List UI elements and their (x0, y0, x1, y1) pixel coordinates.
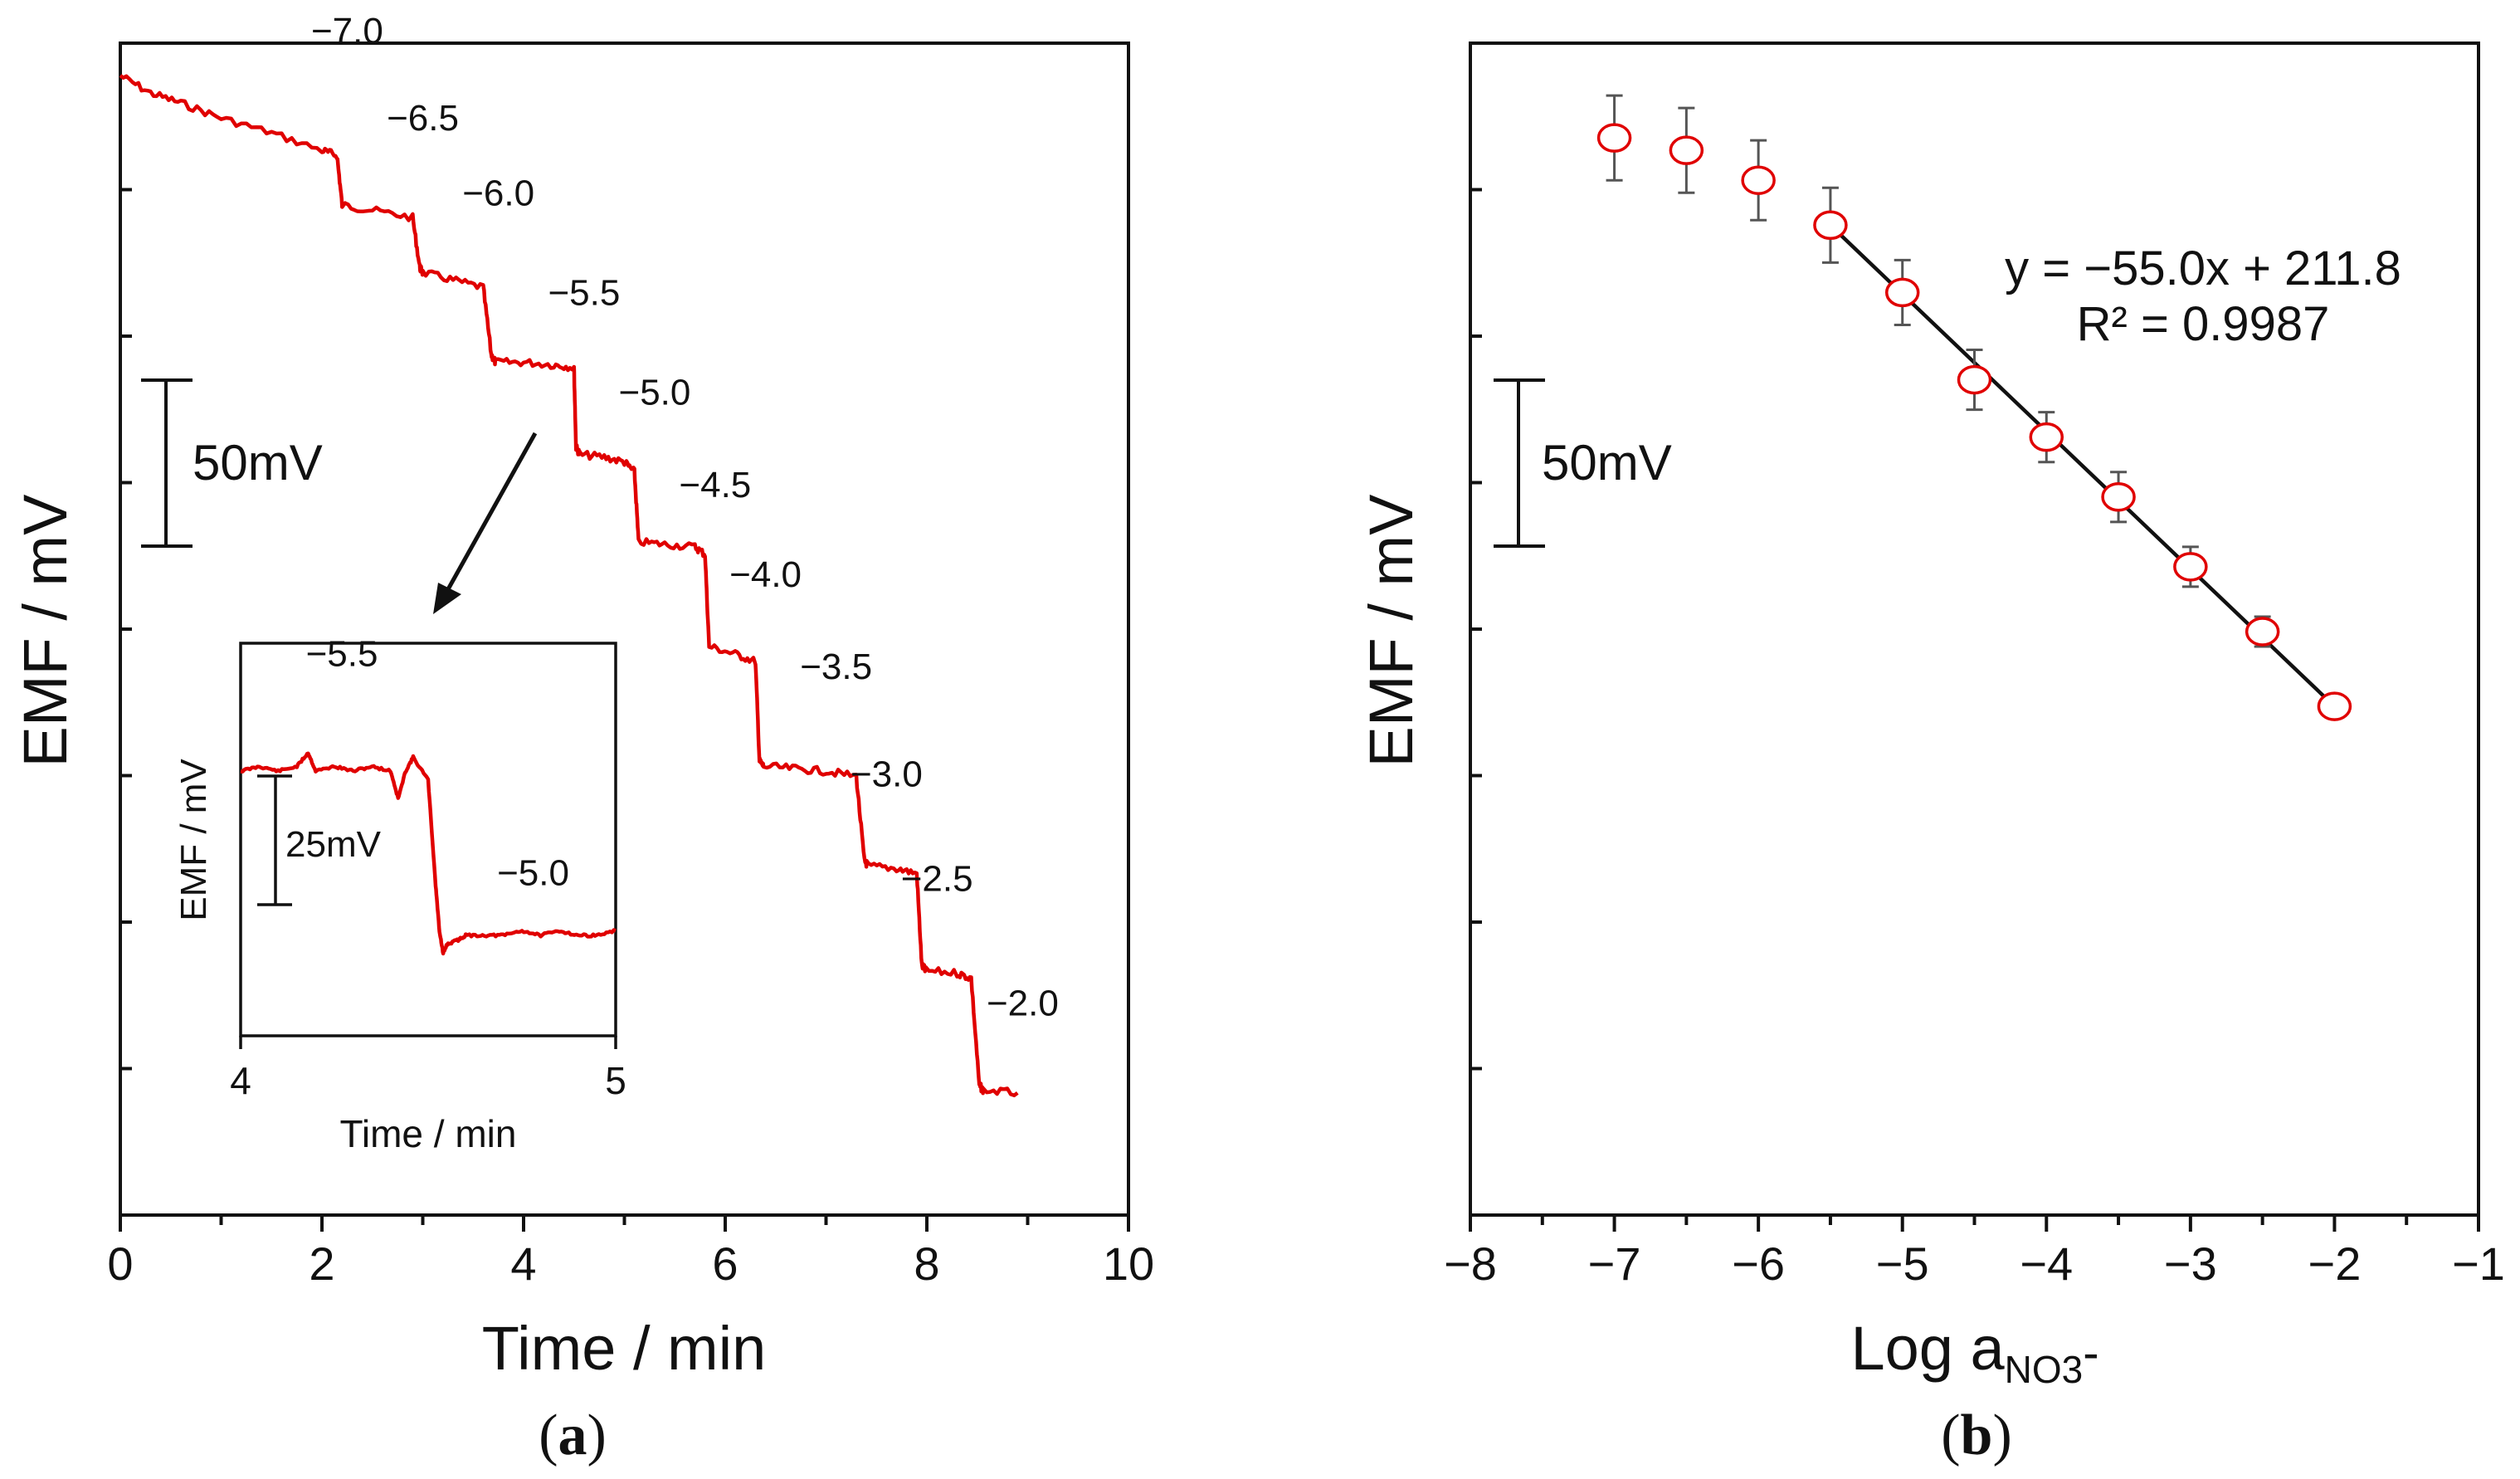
inset-scale-bar: 25mV (257, 774, 382, 906)
inset-plot-frame (239, 642, 617, 1037)
panel-b-y-axis-label: EMF / mV (1357, 494, 1426, 768)
panel-b-x-tick-label: −4 (2020, 1237, 2073, 1290)
panel-b-x-tick-label: −3 (2164, 1237, 2217, 1290)
inset-series-group (240, 751, 617, 956)
inset-x-tick-label: 4 (230, 1059, 251, 1102)
panel-a-y-axis-label: EMF / mV (11, 494, 80, 768)
panel-b-series-group (1596, 94, 2352, 721)
inset-series-line (240, 751, 617, 956)
inset-scale-bar-label: 25mV (285, 824, 382, 865)
panel-b-data-point (1741, 165, 1776, 195)
panel-b-x-tick-label: −7 (1588, 1237, 1641, 1290)
panel-a-step-label: −7.0 (311, 11, 383, 51)
inset-step-label: −5.5 (306, 634, 378, 675)
panel-a-zoom-arrow-head (433, 583, 461, 614)
panel-a-letter: a (558, 1403, 587, 1467)
panel-b-data-point (2245, 617, 2280, 647)
panel-a-x-tick-label: 4 (510, 1237, 536, 1290)
panel-a-series-line (119, 74, 1019, 1098)
panel-a-step-label: −6.0 (462, 173, 534, 213)
panel-a-step-label: −6.5 (387, 98, 459, 139)
panel-b-data-point (1813, 210, 1848, 241)
panel-b-x-ticks (1469, 1215, 2480, 1232)
panel-a-x-tick-label: 2 (309, 1237, 334, 1290)
panel-b-x-tick-label: −2 (2308, 1237, 2361, 1290)
panel-a-step-label: −4.5 (679, 465, 751, 505)
panel-a-zoom-arrow-shaft (446, 432, 538, 591)
inset-x-axis-label: Time / min (340, 1112, 517, 1155)
panel-b-data-point (2029, 422, 2064, 452)
panel-b-x-tick-labels: −8 −7 −6 −5 −4 −3 −2 −1 (1444, 1237, 2505, 1290)
panel-b-x-axis-label-sub: NO3 (2005, 1348, 2084, 1391)
panel-b-letter: b (1961, 1403, 1993, 1467)
panel-a-step-label: −5.5 (548, 272, 620, 313)
panel-a-step-label: −3.5 (800, 647, 872, 687)
panel-b-data-point (2101, 482, 2136, 512)
panel-b-x-tick-label: −6 (1732, 1237, 1785, 1290)
panel-a-step-label: −2.5 (901, 858, 973, 899)
panel-a-x-tick-labels: 0 2 4 6 8 10 (107, 1237, 1154, 1290)
panel-b-x-axis-label: Log aNO3- (1850, 1314, 2098, 1391)
panel-a-zoom-arrow (433, 432, 538, 614)
panel-b-chart: −8 −7 −6 −5 −4 −3 −2 −1 50mV y = −55.0x + 211.8… (1357, 41, 2505, 1467)
panel-b-plot-frame (1469, 41, 2480, 1217)
panel-b-x-axis-label-main: Log a (1850, 1314, 2005, 1383)
panel-a-x-ticks (119, 1215, 1130, 1232)
panel-a-label: (a) (539, 1403, 607, 1467)
panel-b-data-point (1957, 364, 1992, 395)
panel-b-scale-bar: 50mV (1494, 378, 1672, 548)
inset-y-axis-label: EMF / mV (173, 759, 214, 921)
panel-a-y-ticks (120, 188, 132, 1071)
panel-b-x-axis-label-sup: - (2083, 1326, 2098, 1380)
panel-a-scale-bar: 50mV (141, 378, 323, 548)
inset-x-tick-label: 5 (605, 1059, 626, 1102)
panel-a-step-labels: −7.0 −6.5−6.0 −5.5 −5.0 −4.5 −4.0 −3.5 −3.0 −2.5… (311, 11, 1059, 1024)
panel-b-fit-equation: y = −55.0x + 211.8 (2005, 242, 2401, 295)
panel-a-step-label: −5.0 (619, 373, 691, 413)
inset-step-labels: −5.5 −5.0 (306, 634, 569, 894)
panel-b-x-tick-label: −5 (1876, 1237, 1929, 1290)
panel-a-step-label: −2.0 (987, 984, 1059, 1024)
inset-step-label: −5.0 (497, 853, 569, 894)
panel-a-x-tick-label: 8 (914, 1237, 939, 1290)
panel-b-y-ticks (1470, 188, 1482, 1071)
panel-a-x-axis-label: Time / min (482, 1314, 767, 1383)
panel-a-x-tick-label: 10 (1103, 1237, 1154, 1290)
panel-a-step-label: −3.0 (851, 754, 923, 794)
panel-a-step-label: −4.0 (729, 554, 802, 595)
panel-b-data-point (2317, 691, 2352, 721)
panel-a-x-tick-label: 0 (107, 1237, 133, 1290)
panel-a-chart: 0 2 4 6 8 10 −7.0 −6.5−6.0 −5.5 −5.0 −4.5 −4.0 −3.5… (11, 11, 1154, 1467)
panel-a-scale-bar-label: 50mV (193, 435, 323, 491)
panel-b-scale-bar-label: 50mV (1542, 435, 1672, 491)
panel-b-data-point (1596, 123, 1632, 153)
panel-b-data-point (1884, 277, 1920, 308)
panel-a-x-tick-label: 6 (712, 1237, 738, 1290)
panel-b-data-point (2173, 552, 2208, 582)
panel-b-x-tick-label: −8 (1444, 1237, 1497, 1290)
panel-b-fit-r2: R² = 0.9987 (2077, 297, 2330, 351)
panel-b-data-point (1669, 135, 1704, 165)
panel-b-label: (b) (1941, 1403, 2012, 1467)
panel-b-x-tick-label: −1 (2452, 1237, 2505, 1290)
panel-a-series-group (119, 74, 1019, 1098)
